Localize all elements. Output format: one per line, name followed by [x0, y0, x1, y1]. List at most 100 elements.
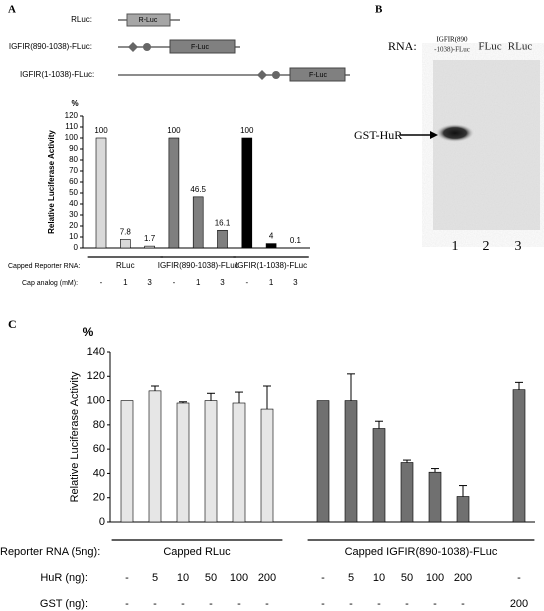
- construct-element: [143, 43, 151, 51]
- y-tick-label: 110: [65, 122, 78, 131]
- bar: [456, 496, 470, 523]
- x-tick-label: 5: [152, 572, 158, 584]
- y-tick-label: 0: [74, 243, 79, 252]
- bar: [217, 229, 228, 249]
- construct-name: IGFIR(1-1038)-FLuc:: [20, 70, 94, 79]
- gst-label: -: [125, 598, 129, 610]
- bar: [400, 462, 414, 523]
- x-tick-label: -: [125, 572, 129, 584]
- gst-label: -: [461, 598, 465, 610]
- y-tick-label: 40: [93, 467, 105, 479]
- x-tick-label: -: [245, 278, 248, 287]
- band-label: GST-HuR: [354, 128, 402, 142]
- construct-box-label: F-Luc: [309, 72, 327, 79]
- unit-label: %: [83, 325, 94, 339]
- bar: [192, 196, 204, 249]
- value-label: 1.7: [144, 234, 156, 243]
- construct-name: RLuc:: [71, 15, 92, 24]
- x-tick-label: 100: [230, 572, 248, 584]
- y-tick-label: 40: [69, 199, 78, 208]
- x-tick-label: -: [173, 278, 176, 287]
- gel-panel: RNA: IGFIR(890 -1038)-FLuc FLuc RLuc GST…: [354, 36, 540, 254]
- gel-band: [436, 124, 474, 142]
- gst-label: -: [321, 598, 325, 610]
- x-tick-label: 3: [293, 278, 298, 287]
- x-tick-label: 10: [177, 572, 189, 584]
- value-label: 46.5: [190, 185, 206, 194]
- row-label: Reporter RNA (5ng):: [0, 546, 100, 558]
- lane-number: 2: [483, 239, 490, 254]
- x-tick-label: 50: [205, 572, 217, 584]
- x-tick-label: -: [517, 572, 521, 584]
- gst-label: 200: [510, 598, 528, 610]
- bar: [260, 408, 274, 523]
- x-tick-label: -: [100, 278, 103, 287]
- lane-number: 1: [452, 239, 459, 254]
- value-label: 100: [240, 126, 254, 135]
- gel-noise: [433, 60, 540, 230]
- lane-header: -1038)-FLuc: [434, 46, 470, 54]
- bar: [144, 245, 155, 249]
- y-tick-label: 30: [69, 210, 78, 219]
- bar: [95, 137, 107, 249]
- y-tick-label: 100: [65, 133, 79, 142]
- y-tick-label: 10: [69, 232, 78, 241]
- construct-box-label: R-Luc: [139, 17, 158, 24]
- bar: [241, 137, 253, 249]
- bar: [316, 400, 330, 523]
- x-tick-label: 200: [258, 572, 276, 584]
- unit-label: %: [71, 99, 78, 108]
- group-label: Capped RLuc: [163, 546, 231, 558]
- y-axis-label: Relative Luciferase Activity: [69, 371, 81, 502]
- panel-label: A: [8, 4, 16, 16]
- bar: [344, 400, 358, 523]
- y-tick-label: 80: [93, 419, 105, 431]
- lane-header: IGFIR(890: [436, 36, 468, 44]
- x-tick-label: 200: [454, 572, 472, 584]
- gst-label: -: [153, 598, 157, 610]
- constructs: RLuc: R-Luc IGFIR(890-1038)-FLuc: F-Luc …: [9, 13, 350, 82]
- x-tick-label: 10: [373, 572, 385, 584]
- construct-element: [272, 71, 280, 79]
- y-axis-label: Relative Luciferase Activity: [47, 130, 56, 234]
- gst-label: -: [237, 598, 241, 610]
- row-label: Cap analog (mM):: [22, 280, 78, 287]
- row-label: Capped Reporter RNA:: [8, 263, 80, 270]
- group-label: IGFIR(1-1038)-FLuc: [235, 261, 307, 270]
- gst-label: -: [181, 598, 185, 610]
- y-tick-label: 80: [69, 155, 78, 164]
- bar: [512, 389, 526, 523]
- x-tick-label: 1: [196, 278, 201, 287]
- group-label: Capped IGFIR(890-1038)-FLuc: [345, 546, 498, 558]
- construct-box: [126, 13, 171, 27]
- construct-box: [169, 39, 236, 54]
- lane-header: FLuc: [478, 41, 501, 53]
- group-label: IGFIR(890-1038)-FLuc: [158, 261, 239, 270]
- construct-box: [289, 67, 346, 82]
- x-tick-label: 5: [348, 572, 354, 584]
- x-tick-label: 100: [426, 572, 444, 584]
- y-tick-label: 120: [87, 370, 105, 382]
- bar: [204, 400, 218, 523]
- y-tick-label: 70: [69, 166, 78, 175]
- construct-element: [257, 70, 267, 80]
- lane-number: 3: [515, 239, 522, 254]
- y-tick-label: 60: [69, 177, 78, 186]
- y-tick-label: 100: [87, 394, 105, 406]
- y-tick-label: 60: [93, 443, 105, 455]
- bar: [168, 137, 180, 249]
- bar: [176, 402, 190, 523]
- x-tick-label: 3: [147, 278, 152, 287]
- bar: [372, 428, 386, 523]
- row-label: GST (ng):: [40, 598, 88, 610]
- value-label: 100: [94, 126, 108, 135]
- x-tick-label: -: [321, 572, 325, 584]
- construct-name: IGFIR(890-1038)-FLuc:: [9, 42, 92, 51]
- x-tick-label: 50: [401, 572, 413, 584]
- y-tick-label: 20: [69, 221, 78, 230]
- gel-row-label: RNA:: [388, 39, 417, 53]
- gst-label: -: [377, 598, 381, 610]
- x-tick-label: 3: [220, 278, 225, 287]
- bar: [265, 243, 277, 249]
